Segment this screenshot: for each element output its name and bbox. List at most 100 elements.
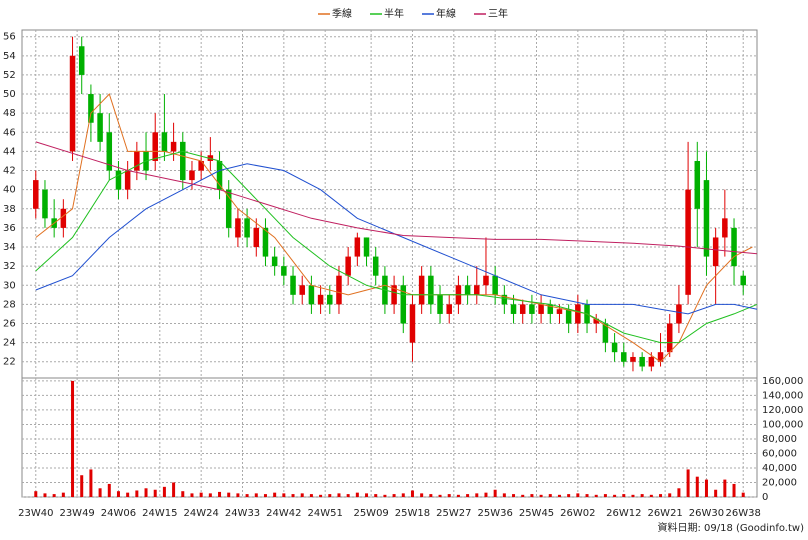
candle-body xyxy=(639,356,645,367)
volume-bar xyxy=(319,494,323,497)
candle-body xyxy=(593,318,599,324)
y-tick-label: 24 xyxy=(3,338,16,349)
candle-body xyxy=(510,304,517,314)
candle-body xyxy=(400,285,407,324)
volume-bar xyxy=(383,494,387,497)
candle-body xyxy=(519,304,526,314)
candle-body xyxy=(676,304,682,324)
candle-body xyxy=(253,227,260,248)
x-tick-label: 24W24 xyxy=(183,508,218,519)
candle-body xyxy=(244,218,250,238)
candle-body xyxy=(262,227,269,257)
candle-body xyxy=(308,285,315,305)
y-tick-label: 46 xyxy=(3,127,16,138)
candle-body xyxy=(363,237,370,257)
volume-bar xyxy=(613,494,617,497)
volume-bar xyxy=(199,492,203,497)
volume-bar xyxy=(392,494,396,497)
candle-body xyxy=(152,132,158,161)
volume-bar xyxy=(741,492,745,497)
volume-bar xyxy=(291,494,295,497)
candle-body xyxy=(621,352,627,362)
candle-body xyxy=(556,309,563,314)
volume-bar xyxy=(530,494,534,497)
candle-body xyxy=(712,237,719,267)
volume-bar xyxy=(521,494,525,497)
candle-body xyxy=(225,189,232,228)
x-tick-label: 26W38 xyxy=(726,508,761,519)
candle-body xyxy=(565,309,572,324)
volume-bar xyxy=(493,489,497,497)
candle-body xyxy=(409,304,416,343)
volume-bar xyxy=(456,494,460,497)
candle-body xyxy=(327,294,333,305)
candle-body xyxy=(575,304,581,324)
candle-body xyxy=(428,275,434,305)
volume-bar xyxy=(603,494,607,497)
volume-bar xyxy=(43,493,47,497)
volume-bar xyxy=(71,380,75,497)
candle-body xyxy=(161,132,168,152)
volume-bar xyxy=(668,493,672,497)
volume-bar xyxy=(622,494,626,497)
x-tick-label: 25W36 xyxy=(477,508,512,519)
volume-bar xyxy=(714,489,718,497)
volume-bar xyxy=(80,475,84,497)
candle-body xyxy=(290,275,296,295)
volume-bar xyxy=(107,483,111,497)
volume-bar xyxy=(594,494,598,497)
y-tick-label: 32 xyxy=(3,261,16,272)
volume-bar xyxy=(557,494,561,497)
y2-tick-label: 140,000 xyxy=(762,390,803,401)
volume-bar xyxy=(631,494,635,497)
volume-bar xyxy=(355,492,359,497)
plot-frame xyxy=(21,29,758,498)
candle-body xyxy=(437,294,443,314)
candle-body xyxy=(529,304,535,314)
volume-bar xyxy=(346,494,350,497)
x-tick-label: 26W02 xyxy=(560,508,595,519)
legend-label: 年線 xyxy=(436,7,456,20)
candle-body xyxy=(602,323,609,343)
y-tick-label: 50 xyxy=(3,89,16,100)
candle-body xyxy=(483,275,489,286)
candle-body xyxy=(78,46,85,75)
volume-bar xyxy=(374,494,378,497)
footnote: 資料日期: 09/18 (Goodinfo.tw) xyxy=(657,521,804,534)
y-tick-label: 40 xyxy=(3,185,16,196)
candle-body xyxy=(170,141,177,152)
y-tick-label: 42 xyxy=(3,166,16,177)
volume-bar xyxy=(438,494,442,497)
candle-body xyxy=(446,304,452,314)
candle-body xyxy=(492,275,498,295)
y2-tick-label: 100,000 xyxy=(762,419,803,430)
legend-label: 季線 xyxy=(332,7,352,20)
volume-bar xyxy=(116,491,120,497)
volume-bar xyxy=(429,494,433,497)
ma-line xyxy=(35,93,753,363)
candle-body xyxy=(391,285,397,305)
volume-bar xyxy=(576,493,580,497)
volume-bar xyxy=(208,493,212,497)
candle-body xyxy=(703,180,710,257)
y-tick-label: 56 xyxy=(3,32,16,43)
candle-body xyxy=(33,180,39,209)
volume-bar xyxy=(245,494,249,497)
candle-body xyxy=(180,141,186,181)
x-tick-label: 23W49 xyxy=(59,508,94,519)
volume-bar xyxy=(34,491,38,497)
volume-bar xyxy=(153,489,157,497)
candle-body xyxy=(345,256,351,276)
x-tick-label: 26W12 xyxy=(606,508,641,519)
candle-body xyxy=(740,275,746,286)
x-tick-label: 25W09 xyxy=(353,508,388,519)
candle-body xyxy=(42,189,48,219)
candle-body xyxy=(235,218,241,238)
y-tick-label: 38 xyxy=(3,204,16,215)
volume-bar xyxy=(337,493,341,497)
x-tick-label: 24W15 xyxy=(142,508,177,519)
ma-line xyxy=(35,141,758,255)
candle-body xyxy=(372,256,379,276)
volume-bar xyxy=(659,494,663,497)
